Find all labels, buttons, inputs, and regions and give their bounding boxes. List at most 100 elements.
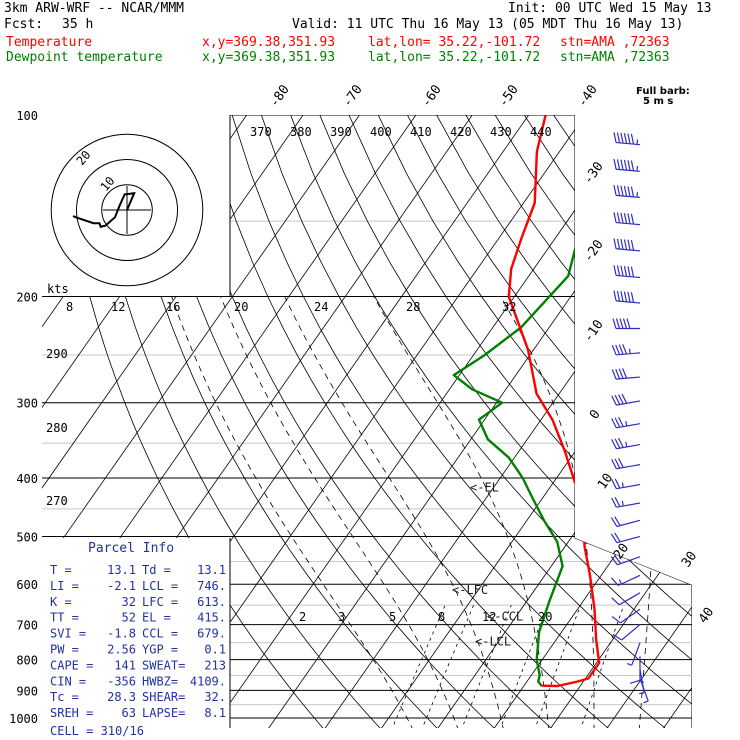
wind-barb-feather bbox=[611, 616, 621, 624]
wind-barb-half-feather bbox=[643, 700, 649, 704]
dry-adiabat bbox=[290, 115, 692, 728]
wind-barb bbox=[612, 624, 641, 641]
wind-barb bbox=[611, 608, 641, 624]
wind-barb-feather bbox=[614, 394, 621, 405]
wind-barb-feather bbox=[627, 160, 631, 171]
hodograph-ring bbox=[50, 133, 204, 287]
wind-barb-feather bbox=[614, 532, 621, 543]
wind-barb-feather bbox=[618, 344, 624, 355]
pressure-label: 900 bbox=[16, 684, 38, 698]
forecast-label: Fcst: bbox=[4, 17, 44, 32]
wind-barb-feather bbox=[616, 132, 621, 144]
wind-barb bbox=[611, 478, 641, 490]
wind-barb-feather bbox=[611, 418, 617, 429]
diagram-frame bbox=[42, 115, 692, 728]
wind-barb-staff bbox=[616, 168, 641, 172]
wind-barb-feather bbox=[629, 679, 641, 684]
wind-scale-label: 24 bbox=[314, 300, 328, 314]
wind-barb-feather bbox=[627, 266, 631, 277]
parcel-info-key: Tc = bbox=[50, 690, 79, 704]
wind-barb-feather bbox=[615, 368, 621, 380]
parcel-info-value: -1.8 bbox=[107, 627, 136, 641]
mixing-ratio-label: 20 bbox=[538, 610, 552, 624]
hodograph-trace bbox=[72, 191, 136, 228]
theta-label: 380 bbox=[290, 125, 312, 139]
dewpoint-xy: x,y=369.38,351.93 bbox=[202, 50, 336, 65]
wind-barb-feather bbox=[613, 158, 617, 170]
wind-barb-feather bbox=[616, 238, 621, 250]
wind-barb bbox=[611, 437, 641, 450]
temperature-station: stn=AMA ,72363 bbox=[560, 35, 670, 50]
wind-barb bbox=[613, 185, 641, 199]
hodograph-ring bbox=[75, 158, 179, 262]
wind-barb-feather bbox=[610, 577, 619, 586]
parcel-info-value: 141 bbox=[114, 658, 136, 672]
isotherm-label: 0 bbox=[587, 407, 604, 422]
direction-label: 290 bbox=[46, 347, 68, 361]
wind-barb-feather bbox=[613, 290, 617, 302]
wind-barb bbox=[610, 554, 641, 566]
isotherm-label: -70 bbox=[340, 82, 366, 110]
parcel-info-value: 613. bbox=[197, 595, 226, 609]
wind-barb-feather bbox=[616, 159, 621, 170]
wind-barb bbox=[626, 642, 641, 666]
wind-barb-staff bbox=[616, 274, 641, 279]
parcel-info-key: LFC = bbox=[142, 595, 178, 609]
dewpoint-field-name: Dewpoint temperature bbox=[6, 50, 163, 65]
wind-barb-feather bbox=[614, 438, 621, 449]
pressure-label: 1000 bbox=[9, 712, 38, 726]
parcel-info-value: 415. bbox=[197, 611, 226, 625]
wind-barb-staff bbox=[617, 574, 641, 587]
wind-barb-staff bbox=[631, 642, 641, 666]
parcel-info-title: Parcel Info bbox=[88, 541, 174, 556]
parcel-info-value: 679. bbox=[197, 627, 226, 641]
isotherm-label: -10 bbox=[581, 317, 607, 345]
parcel-info-key: LCL = bbox=[142, 579, 178, 593]
wind-key-title: Full barb: bbox=[636, 86, 690, 97]
mixing-ratio-label: 3 bbox=[338, 610, 345, 624]
wind-barb-feather bbox=[623, 265, 628, 277]
wind-barb-staff bbox=[617, 556, 641, 566]
mixing-ratio-line bbox=[390, 605, 446, 728]
parcel-info-value: 52 bbox=[122, 611, 136, 625]
mixing-ratio-line bbox=[420, 605, 474, 728]
wind-barb-feather bbox=[614, 554, 622, 565]
wind-barb-feather bbox=[618, 457, 624, 468]
parcel-info-cell: CELL = 310/16 bbox=[50, 724, 144, 738]
pressure-label: 500 bbox=[16, 530, 38, 544]
wind-barb-feather bbox=[611, 395, 617, 406]
parcel-info-key: SVI = bbox=[50, 627, 86, 641]
mixing-ratio-line bbox=[579, 605, 625, 728]
parcel-info-value: 28.3 bbox=[107, 690, 136, 704]
wind-barb-feather bbox=[616, 212, 621, 223]
wind-barb-half-feather bbox=[625, 420, 628, 427]
wind-barb-feather bbox=[627, 239, 631, 251]
wind-barbs bbox=[610, 132, 649, 704]
wind-barb-half-feather bbox=[639, 692, 645, 695]
wind-barb-staff bbox=[616, 443, 641, 450]
wind-barb-staff bbox=[616, 141, 641, 146]
valid-time: Valid: 11 UTC Thu 16 May 13 (05 MDT Thu … bbox=[292, 17, 684, 32]
wind-barb bbox=[612, 318, 640, 330]
wind-barb-staff bbox=[616, 464, 641, 470]
mixing-ratio-label: 8 bbox=[438, 610, 445, 624]
parcel-info-key: SWEAT= bbox=[142, 658, 185, 672]
mixing-ratio-line bbox=[533, 605, 581, 728]
parcel-info-key: K = bbox=[50, 595, 72, 609]
header: 3km ARW-WRF -- NCAR/MMM Init: 00 UTC Wed… bbox=[0, 0, 740, 70]
wind-barb bbox=[613, 238, 641, 252]
mixing-ratio-line bbox=[460, 605, 512, 728]
parcel-info-value: 63 bbox=[122, 706, 136, 720]
wind-barb-feather bbox=[613, 212, 617, 223]
wind-scale-label: 32 bbox=[502, 300, 516, 314]
wind-barb-half-feather bbox=[618, 579, 622, 585]
isotherm-label: -80 bbox=[267, 82, 293, 110]
wind-barb-feather bbox=[613, 132, 617, 143]
forecast-hours: 35 h bbox=[62, 17, 94, 32]
parcel-info-key: LI = bbox=[50, 579, 79, 593]
parcel-info-key: LAPSE= bbox=[142, 706, 185, 720]
dry-adiabat bbox=[377, 115, 692, 728]
wind-scale-label: 16 bbox=[166, 300, 180, 314]
wind-barb-feather bbox=[627, 213, 631, 224]
